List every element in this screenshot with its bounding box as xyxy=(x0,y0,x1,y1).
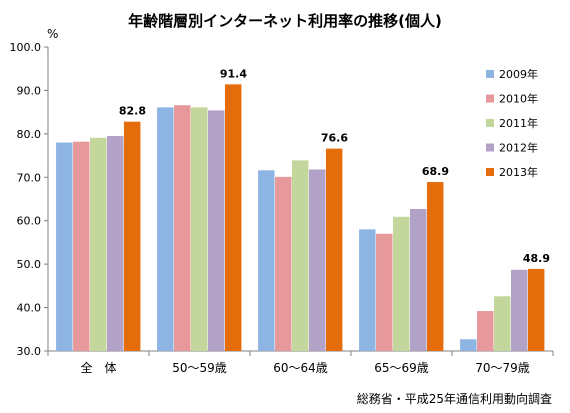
bar xyxy=(494,296,511,351)
legend-swatch xyxy=(486,70,494,78)
bar xyxy=(292,160,309,351)
bar xyxy=(275,176,292,351)
legend-swatch xyxy=(486,168,494,176)
data-label: 82.8 xyxy=(119,105,146,118)
bar xyxy=(308,169,326,351)
data-label: 76.6 xyxy=(321,132,348,145)
y-tick-label: 90.0 xyxy=(17,84,42,97)
y-tick-label: 70.0 xyxy=(17,171,42,184)
bar xyxy=(325,148,343,351)
bar xyxy=(426,182,444,351)
y-tick-label: 30.0 xyxy=(17,345,42,358)
legend-label: 2011年 xyxy=(499,116,538,130)
y-tick-label: 60.0 xyxy=(17,215,42,228)
bar xyxy=(174,105,191,352)
legend-swatch xyxy=(486,143,494,152)
y-tick-label: 100.0 xyxy=(10,41,42,54)
y-tick-label: 40.0 xyxy=(17,302,42,315)
bar xyxy=(477,311,494,351)
y-tick-label: 80.0 xyxy=(17,128,42,141)
axes: 30.0 40.0 50.0 60.0 70.0 80.0 90.0 100.0 全 体 50～5… xyxy=(10,41,554,375)
bar xyxy=(527,268,545,351)
bar xyxy=(90,137,107,351)
bar xyxy=(409,208,427,351)
bar xyxy=(359,229,376,351)
legend-label: 2009年 xyxy=(499,67,538,81)
source-note: 総務省・平成25年通信利用動向調査 xyxy=(357,391,552,406)
legend-swatch xyxy=(486,94,494,103)
data-label: 68.9 xyxy=(422,165,449,178)
legend-label: 2012年 xyxy=(499,141,538,155)
bars xyxy=(56,84,545,352)
bar xyxy=(191,107,208,351)
bar xyxy=(258,170,275,351)
x-tick-label: 全 体 xyxy=(80,360,116,375)
bar xyxy=(207,110,225,351)
x-tick-label: 50～59歳 xyxy=(172,361,227,375)
legend-label: 2010年 xyxy=(499,92,538,106)
x-tick-label: 65～69歳 xyxy=(374,361,429,375)
bar xyxy=(123,121,141,351)
bar xyxy=(224,84,242,351)
legend-label: 2013年 xyxy=(499,165,538,179)
data-label: 48.9 xyxy=(523,252,550,265)
bar xyxy=(106,136,124,351)
data-labels: 82.8 91.4 76.6 68.9 48.9 xyxy=(119,67,550,265)
y-unit-label: % xyxy=(47,27,58,41)
bar xyxy=(56,142,73,351)
bar xyxy=(460,339,477,351)
x-tick-label: 70～79歳 xyxy=(475,361,530,375)
chart-title: 年齢階層別インターネット利用率の推移(個人) xyxy=(128,12,442,30)
x-tick-label: 60～64歳 xyxy=(273,361,328,375)
bar xyxy=(393,216,410,351)
legend: 2009年 2010年 2011年 2012年 2013年 xyxy=(486,67,538,179)
y-tick-label: 50.0 xyxy=(17,258,42,271)
bar xyxy=(73,141,90,351)
data-label: 91.4 xyxy=(220,67,247,80)
bar xyxy=(510,269,528,351)
bar xyxy=(157,107,174,351)
bar xyxy=(376,233,393,351)
legend-swatch xyxy=(486,119,494,127)
